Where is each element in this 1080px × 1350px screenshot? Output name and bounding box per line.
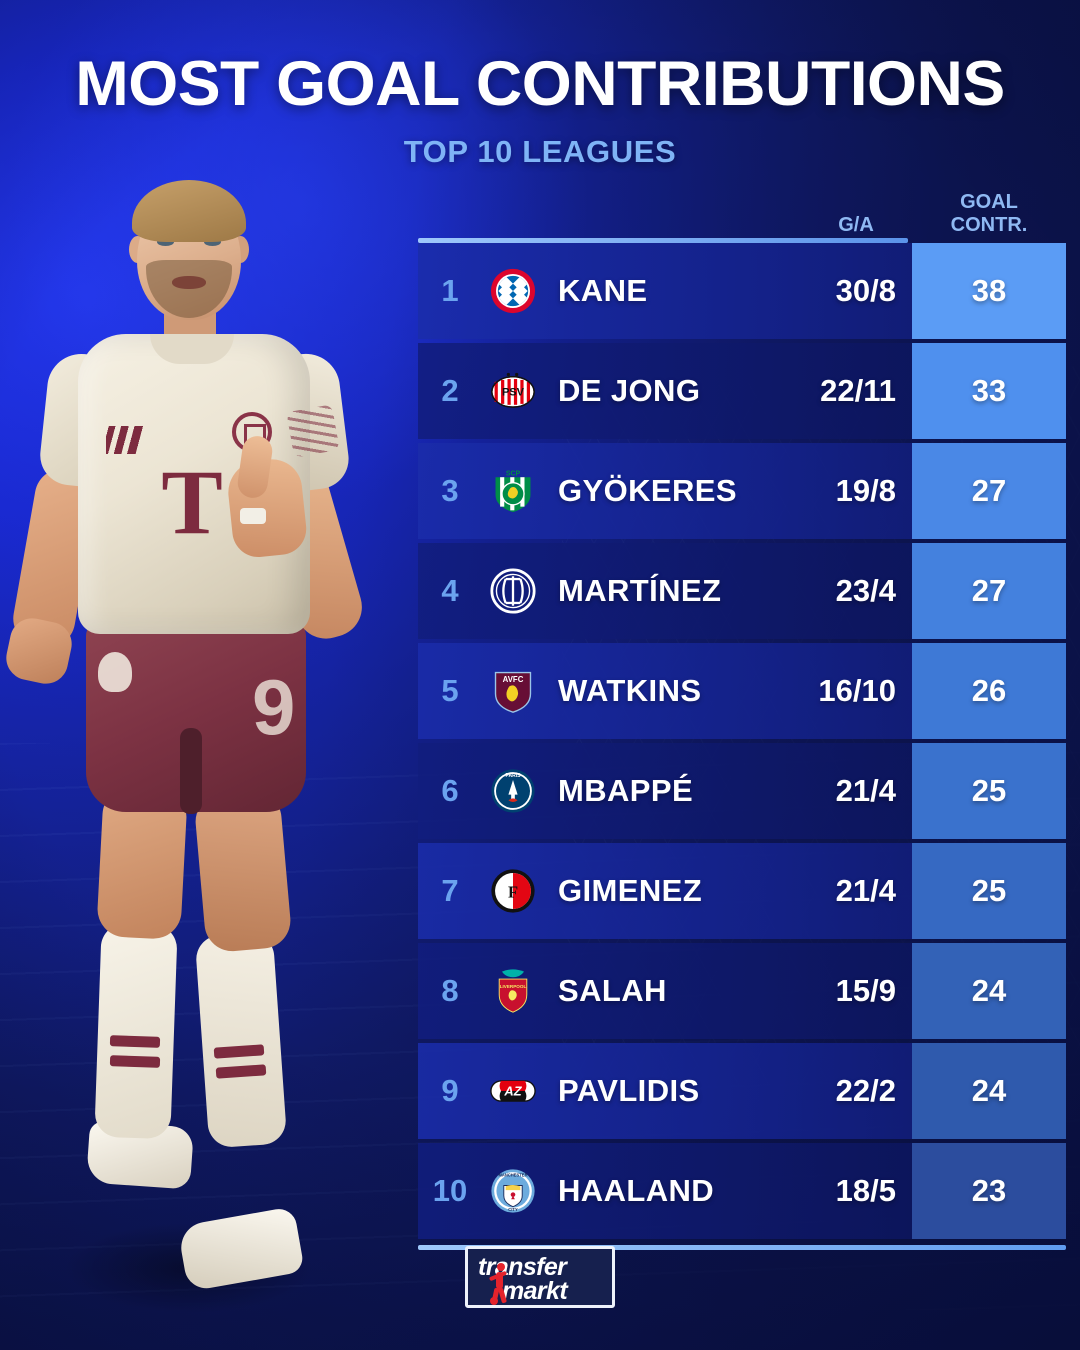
rank-cell: 6 — [441, 773, 459, 808]
goal-contributions-cell: 27 — [912, 443, 1066, 539]
liverpool-badge: LIVERPOOL — [490, 968, 536, 1014]
goals-assists-cell: 18/5 — [835, 1173, 896, 1208]
goal-contributions-cell: 24 — [912, 943, 1066, 1039]
goals-assists-cell: 15/9 — [835, 973, 896, 1008]
aston-villa-badge: AVFC — [490, 668, 536, 714]
column-header-goal-contr-line1: GOAL — [960, 191, 1018, 214]
svg-text:AZ: AZ — [503, 1084, 522, 1099]
club-badge-cell: PSV — [482, 368, 544, 414]
rank-cell: 4 — [441, 573, 459, 608]
table-column-headers: G/A GOAL CONTR. — [418, 176, 1066, 238]
svg-text:F: F — [508, 882, 518, 901]
club-badge-cell: F — [482, 868, 544, 914]
club-badge-cell: SCP — [482, 468, 544, 514]
table-row[interactable]: 2 PSV DE JONG 22/11 33 — [418, 343, 1066, 439]
goal-contributions-cell: 23 — [912, 1143, 1066, 1239]
goal-contributions-cell: 25 — [912, 743, 1066, 839]
page-subtitle: TOP 10 LEAGUES — [403, 134, 677, 169]
column-header-ga: G/A — [798, 214, 914, 236]
table-bottom-rule — [418, 1245, 1066, 1250]
goal-contributions-cell: 26 — [912, 643, 1066, 739]
club-badge-cell: PARIS — [482, 768, 544, 814]
logo-text-markt: markt — [502, 1277, 568, 1305]
goals-assists-cell: 16/10 — [818, 673, 896, 708]
table-row[interactable]: 9 AZ PAVLIDIS 22/2 24 — [418, 1043, 1066, 1139]
sporting-cp-badge: SCP — [490, 468, 536, 514]
svg-text:AVFC: AVFC — [503, 675, 524, 684]
player-name-cell: WATKINS — [558, 673, 702, 708]
rank-cell: 2 — [441, 373, 459, 408]
table-row[interactable]: 7 F GIMENEZ 21/4 25 — [418, 843, 1066, 939]
table-top-rule — [418, 238, 908, 243]
player-name-cell: GIMENEZ — [558, 873, 703, 908]
column-header-goal-contr-line2: CONTR. — [950, 213, 1028, 236]
goal-contributions-cell: 27 — [912, 543, 1066, 639]
footballer-icon — [488, 1263, 510, 1305]
rank-cell: 8 — [441, 973, 459, 1008]
table-row[interactable]: 4 MARTÍNEZ 23/4 27 — [418, 543, 1066, 639]
club-badge-cell — [482, 268, 544, 314]
goals-assists-cell: 23/4 — [835, 573, 896, 608]
rank-cell: 7 — [441, 873, 459, 908]
goals-assists-cell: 21/4 — [835, 873, 896, 908]
goals-assists-cell: 22/2 — [835, 1073, 896, 1108]
player-name-cell: GYÖKERES — [558, 473, 737, 508]
psg-badge: PARIS — [490, 768, 536, 814]
transfermarkt-logo: transfer markt — [465, 1246, 615, 1308]
goals-assists-cell: 19/8 — [835, 473, 896, 508]
column-header-goal-contr: GOAL CONTR. — [912, 191, 1066, 236]
leaderboard-table: G/A GOAL CONTR. 1 KANE 30/8 38 2 PSV DE JONG 22… — [418, 176, 1066, 1250]
goals-assists-cell: 30/8 — [835, 273, 896, 308]
club-badge-cell — [482, 568, 544, 614]
svg-text:PARIS: PARIS — [505, 773, 521, 779]
table-row[interactable]: 8 LIVERPOOL SALAH 15/9 24 — [418, 943, 1066, 1039]
table-body: 1 KANE 30/8 38 2 PSV DE JONG 22/11 33 3 SCP GYÖKERE… — [418, 243, 1066, 1239]
goals-assists-cell: 21/4 — [835, 773, 896, 808]
club-badge-cell: AZ — [482, 1068, 544, 1114]
bayern-munich-badge — [490, 268, 536, 314]
column-header-ga-label: G/A — [838, 213, 874, 236]
player-name-cell: PAVLIDIS — [558, 1073, 700, 1108]
club-badge-cell: LIVERPOOL — [482, 968, 544, 1014]
goal-contributions-cell: 24 — [912, 1043, 1066, 1139]
goal-contributions-cell: 38 — [912, 243, 1066, 339]
goals-assists-cell: 22/11 — [820, 373, 896, 408]
svg-text:CITY: CITY — [508, 1207, 518, 1212]
table-row[interactable]: 3 SCP GYÖKERES 19/8 27 — [418, 443, 1066, 539]
feyenoord-badge: F — [490, 868, 536, 914]
player-name-cell: HAALAND — [558, 1173, 715, 1208]
header: MOST GOAL CONTRIBUTIONS TOP 10 LEAGUES — [0, 0, 1080, 170]
svg-text:PSV: PSV — [502, 387, 525, 399]
club-badge-cell: AVFC — [482, 668, 544, 714]
inter-milan-badge — [490, 568, 536, 614]
player-name-cell: SALAH — [558, 973, 667, 1008]
svg-text:SCP: SCP — [506, 470, 521, 477]
svg-text:MANCHESTER: MANCHESTER — [498, 1172, 527, 1177]
table-row[interactable]: 5 AVFC WATKINS 16/10 26 — [418, 643, 1066, 739]
table-row[interactable]: 1 KANE 30/8 38 — [418, 243, 1066, 339]
table-row[interactable]: 6 PARIS MBAPPÉ 21/4 25 — [418, 743, 1066, 839]
psv-eindhoven-badge: PSV — [490, 368, 536, 414]
az-alkmaar-badge: AZ — [490, 1068, 536, 1114]
club-badge-cell: MANCHESTER CITY — [482, 1168, 544, 1214]
rank-cell: 10 — [432, 1173, 468, 1208]
player-name-cell: KANE — [558, 273, 648, 308]
manchester-city-badge: MANCHESTER CITY — [490, 1168, 536, 1214]
page-title: MOST GOAL CONTRIBUTIONS — [75, 49, 1005, 119]
player-name-cell: MARTÍNEZ — [558, 573, 722, 608]
rank-cell: 3 — [441, 473, 459, 508]
goal-contributions-cell: 25 — [912, 843, 1066, 939]
player-name-cell: DE JONG — [558, 373, 701, 408]
rank-cell: 5 — [441, 673, 459, 708]
rank-cell: 9 — [441, 1073, 459, 1108]
rank-cell: 1 — [441, 273, 459, 308]
table-row[interactable]: 10 MANCHESTER CITY HAALAND 18/5 23 — [418, 1143, 1066, 1239]
player-image-harry-kane: 9 T — [0, 168, 424, 1328]
svg-text:LIVERPOOL: LIVERPOOL — [500, 984, 527, 989]
player-name-cell: MBAPPÉ — [558, 773, 694, 808]
goal-contributions-cell: 33 — [912, 343, 1066, 439]
